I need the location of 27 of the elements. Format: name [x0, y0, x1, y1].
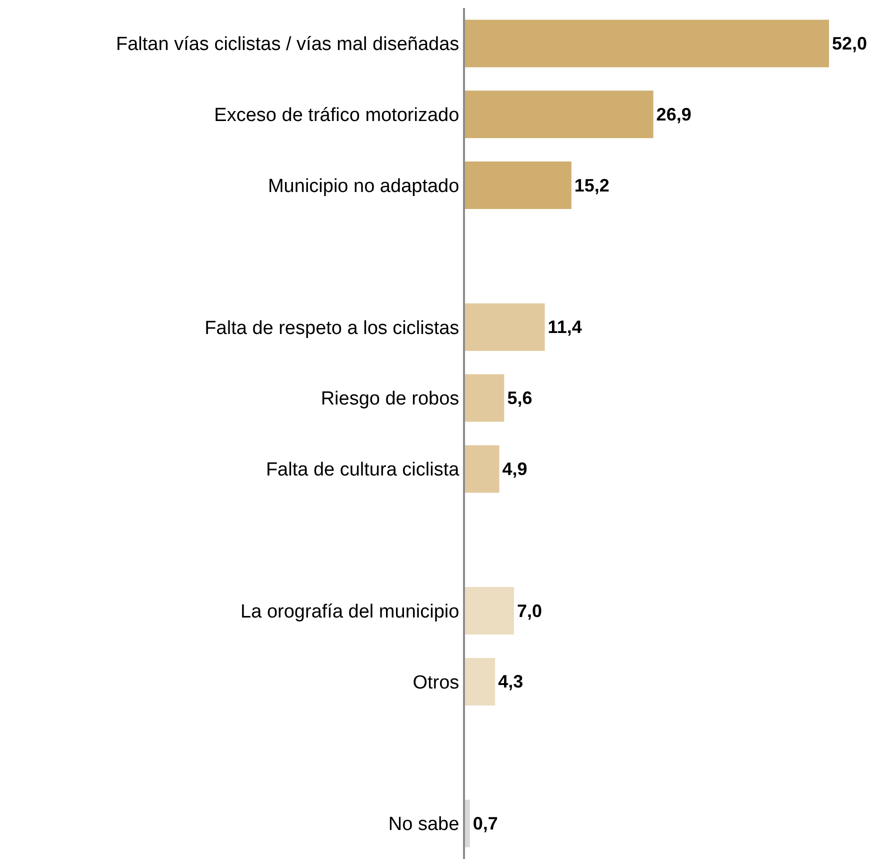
data-label: 26,9 — [656, 104, 692, 124]
y-tick-label: Faltan vías ciclistas / vías mal diseñadas — [116, 34, 460, 56]
y-tick-label: No sabe — [388, 814, 460, 836]
y-tick-label: Falta de respeto a los ciclistas — [204, 318, 460, 339]
data-label: 15,2 — [574, 175, 610, 196]
bar — [465, 374, 504, 422]
bar — [465, 587, 514, 635]
data-label: 0,7 — [472, 814, 498, 834]
data-label: 5,6 — [507, 388, 532, 408]
y-tick-label: Exceso de tráfico motorizado — [214, 105, 460, 126]
data-label: 4,3 — [498, 672, 524, 692]
y-tick-label: La orografía del municipio — [240, 601, 460, 622]
data-label: 52,0 — [832, 33, 868, 54]
y-tick-label: Falta de cultura ciclista — [266, 460, 460, 481]
bar — [465, 20, 829, 68]
bar — [465, 445, 500, 493]
data-label: 7,0 — [517, 600, 542, 621]
bar — [465, 800, 470, 848]
data-label: 11,4 — [548, 317, 582, 338]
bar — [465, 658, 496, 706]
bar — [465, 303, 545, 351]
y-tick-label: Riesgo de robos — [320, 388, 460, 410]
y-tick-label: Municipio no adaptado — [268, 176, 460, 197]
data-label: 4,9 — [502, 458, 528, 479]
bar — [465, 162, 572, 210]
bar — [465, 90, 654, 138]
y-tick-label: Otros — [412, 672, 460, 694]
